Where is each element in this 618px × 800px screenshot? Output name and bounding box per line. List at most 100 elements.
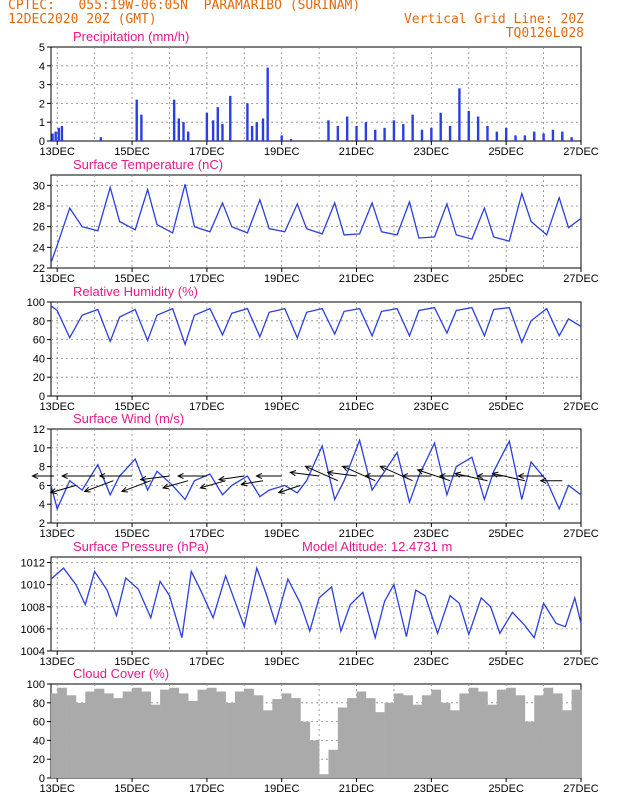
precip-bar [420, 129, 424, 141]
wind-arrow-head [61, 472, 68, 480]
xtick-label-pressure: 23DEC [414, 656, 450, 668]
wind-arrow [290, 471, 320, 477]
precip-bar [140, 114, 143, 141]
xtick-label-temp: 19DEC [264, 273, 300, 285]
precip-bar [392, 120, 396, 141]
cloud-bar [75, 702, 86, 778]
xtick-label-rh: 13DEC [40, 401, 76, 413]
xtick-label-pressure: 17DEC [189, 656, 225, 668]
xtick-label-precip: 21DEC [339, 146, 375, 158]
xtick-label-precip: 19DEC [264, 146, 300, 158]
precip-bar [229, 95, 232, 141]
wind-arrow [492, 473, 525, 482]
xtick-label-pressure: 13DEC [40, 656, 76, 668]
ytick-label-pressure: 1008 [21, 602, 45, 614]
wind-arrow-head [120, 486, 128, 493]
cloud-bar [85, 691, 95, 778]
xtick-label-precip: 13DEC [40, 146, 76, 158]
panel-title-rh: Relative Humidity (%) [73, 284, 198, 299]
panel-title-cloud: Cloud Cover (%) [73, 666, 169, 681]
cloud-bar [524, 721, 535, 778]
precip-bar [255, 122, 258, 141]
precip-bar [561, 131, 564, 141]
precip-bar [327, 120, 330, 141]
xtick-label-rh: 15DEC [114, 401, 150, 413]
series-line-wind [50, 438, 582, 511]
cloud-bar [328, 749, 339, 778]
wind-arrow-head [401, 472, 409, 480]
header-model-id: TQ0126L028 [505, 26, 584, 41]
cloud-bar [459, 693, 470, 778]
precip-bar [439, 112, 442, 141]
precip-bar [383, 127, 386, 141]
cloud-bar [422, 695, 432, 778]
panel-title-temp: Surface Temperature (nC) [73, 157, 223, 172]
cloud-bar [272, 699, 283, 778]
xtick-label-wind: 15DEC [114, 528, 150, 540]
precip-bar [504, 127, 508, 141]
precip-bar [430, 127, 433, 141]
precip-bar [250, 125, 254, 141]
ytick-label-wind: 4 [39, 499, 45, 511]
cloud-bar [375, 712, 385, 778]
wind-arrow-head [289, 470, 297, 477]
cloud-bar [309, 740, 320, 778]
wind-arrow-head [98, 472, 106, 480]
ytick-label-rh: 60 [33, 335, 45, 347]
precip-bar [289, 139, 293, 141]
precip-bar [280, 135, 283, 141]
ytick-label-temp: 26 [33, 222, 45, 234]
precip-bar [186, 131, 190, 141]
cloud-bar [113, 698, 124, 778]
wind-arrow-head [476, 472, 484, 480]
precip-bar [172, 99, 176, 141]
cloud-bar [365, 698, 376, 778]
xtick-label-cloud: 19DEC [264, 783, 300, 795]
header-datetime: 12DEC2020 20Z (GMT) [8, 12, 157, 27]
precip-bar [411, 114, 414, 141]
ytick-label-pressure: 1006 [21, 624, 45, 636]
wind-arrow-head [363, 472, 371, 480]
header-grid-line: Vertical Grid Line: 20Z [403, 12, 584, 27]
cloud-bar [496, 689, 507, 778]
series-line-temp [50, 184, 582, 264]
xtick-label-pressure: 25DEC [488, 656, 524, 668]
cloud-bar [581, 693, 582, 778]
xtick-label-pressure: 21DEC [339, 656, 375, 668]
cloud-bar [347, 698, 357, 778]
wind-arrow-head [416, 468, 424, 475]
cloud-bar [412, 704, 423, 778]
precip-bar [523, 135, 527, 141]
wind-arrow-head [83, 486, 91, 493]
xtick-label-cloud: 27DEC [563, 783, 599, 795]
cloud-bar [141, 691, 152, 778]
precip-bar [542, 133, 545, 141]
xtick-label-cloud: 25DEC [488, 783, 524, 795]
precip-bar [99, 137, 103, 141]
ytick-label-pressure: 1004 [21, 646, 45, 658]
ytick-label-cloud: 20 [33, 754, 45, 766]
xtick-label-rh: 21DEC [339, 401, 375, 413]
wind-arrow [219, 475, 245, 481]
wind-arrow-head [539, 477, 547, 484]
xtick-label-rh: 27DEC [563, 401, 599, 413]
panel-frame-rh [50, 301, 582, 397]
precip-bar [57, 127, 60, 141]
cloud-bar [468, 687, 479, 778]
cloud-bar [393, 693, 404, 778]
cloud-bar [356, 691, 367, 778]
wind-arrow [327, 471, 357, 477]
wind-arrow-head [517, 472, 525, 480]
cloud-bar [337, 707, 348, 778]
header-station: CPTEC: 055:19W-06:05N PARAMARIBO (SURINA… [8, 0, 361, 13]
xtick-label-temp: 21DEC [339, 273, 375, 285]
ytick-label-pressure: 1012 [21, 558, 45, 570]
ytick-label-temp: 24 [33, 242, 45, 254]
xtick-label-precip: 15DEC [114, 146, 150, 158]
cloud-bar [104, 693, 114, 778]
xtick-label-wind: 21DEC [339, 528, 375, 540]
xtick-label-wind: 23DEC [414, 528, 450, 540]
wind-arrow [50, 484, 77, 494]
xtick-label-pressure: 15DEC [114, 656, 150, 668]
ytick-label-precip: 2 [39, 98, 45, 110]
